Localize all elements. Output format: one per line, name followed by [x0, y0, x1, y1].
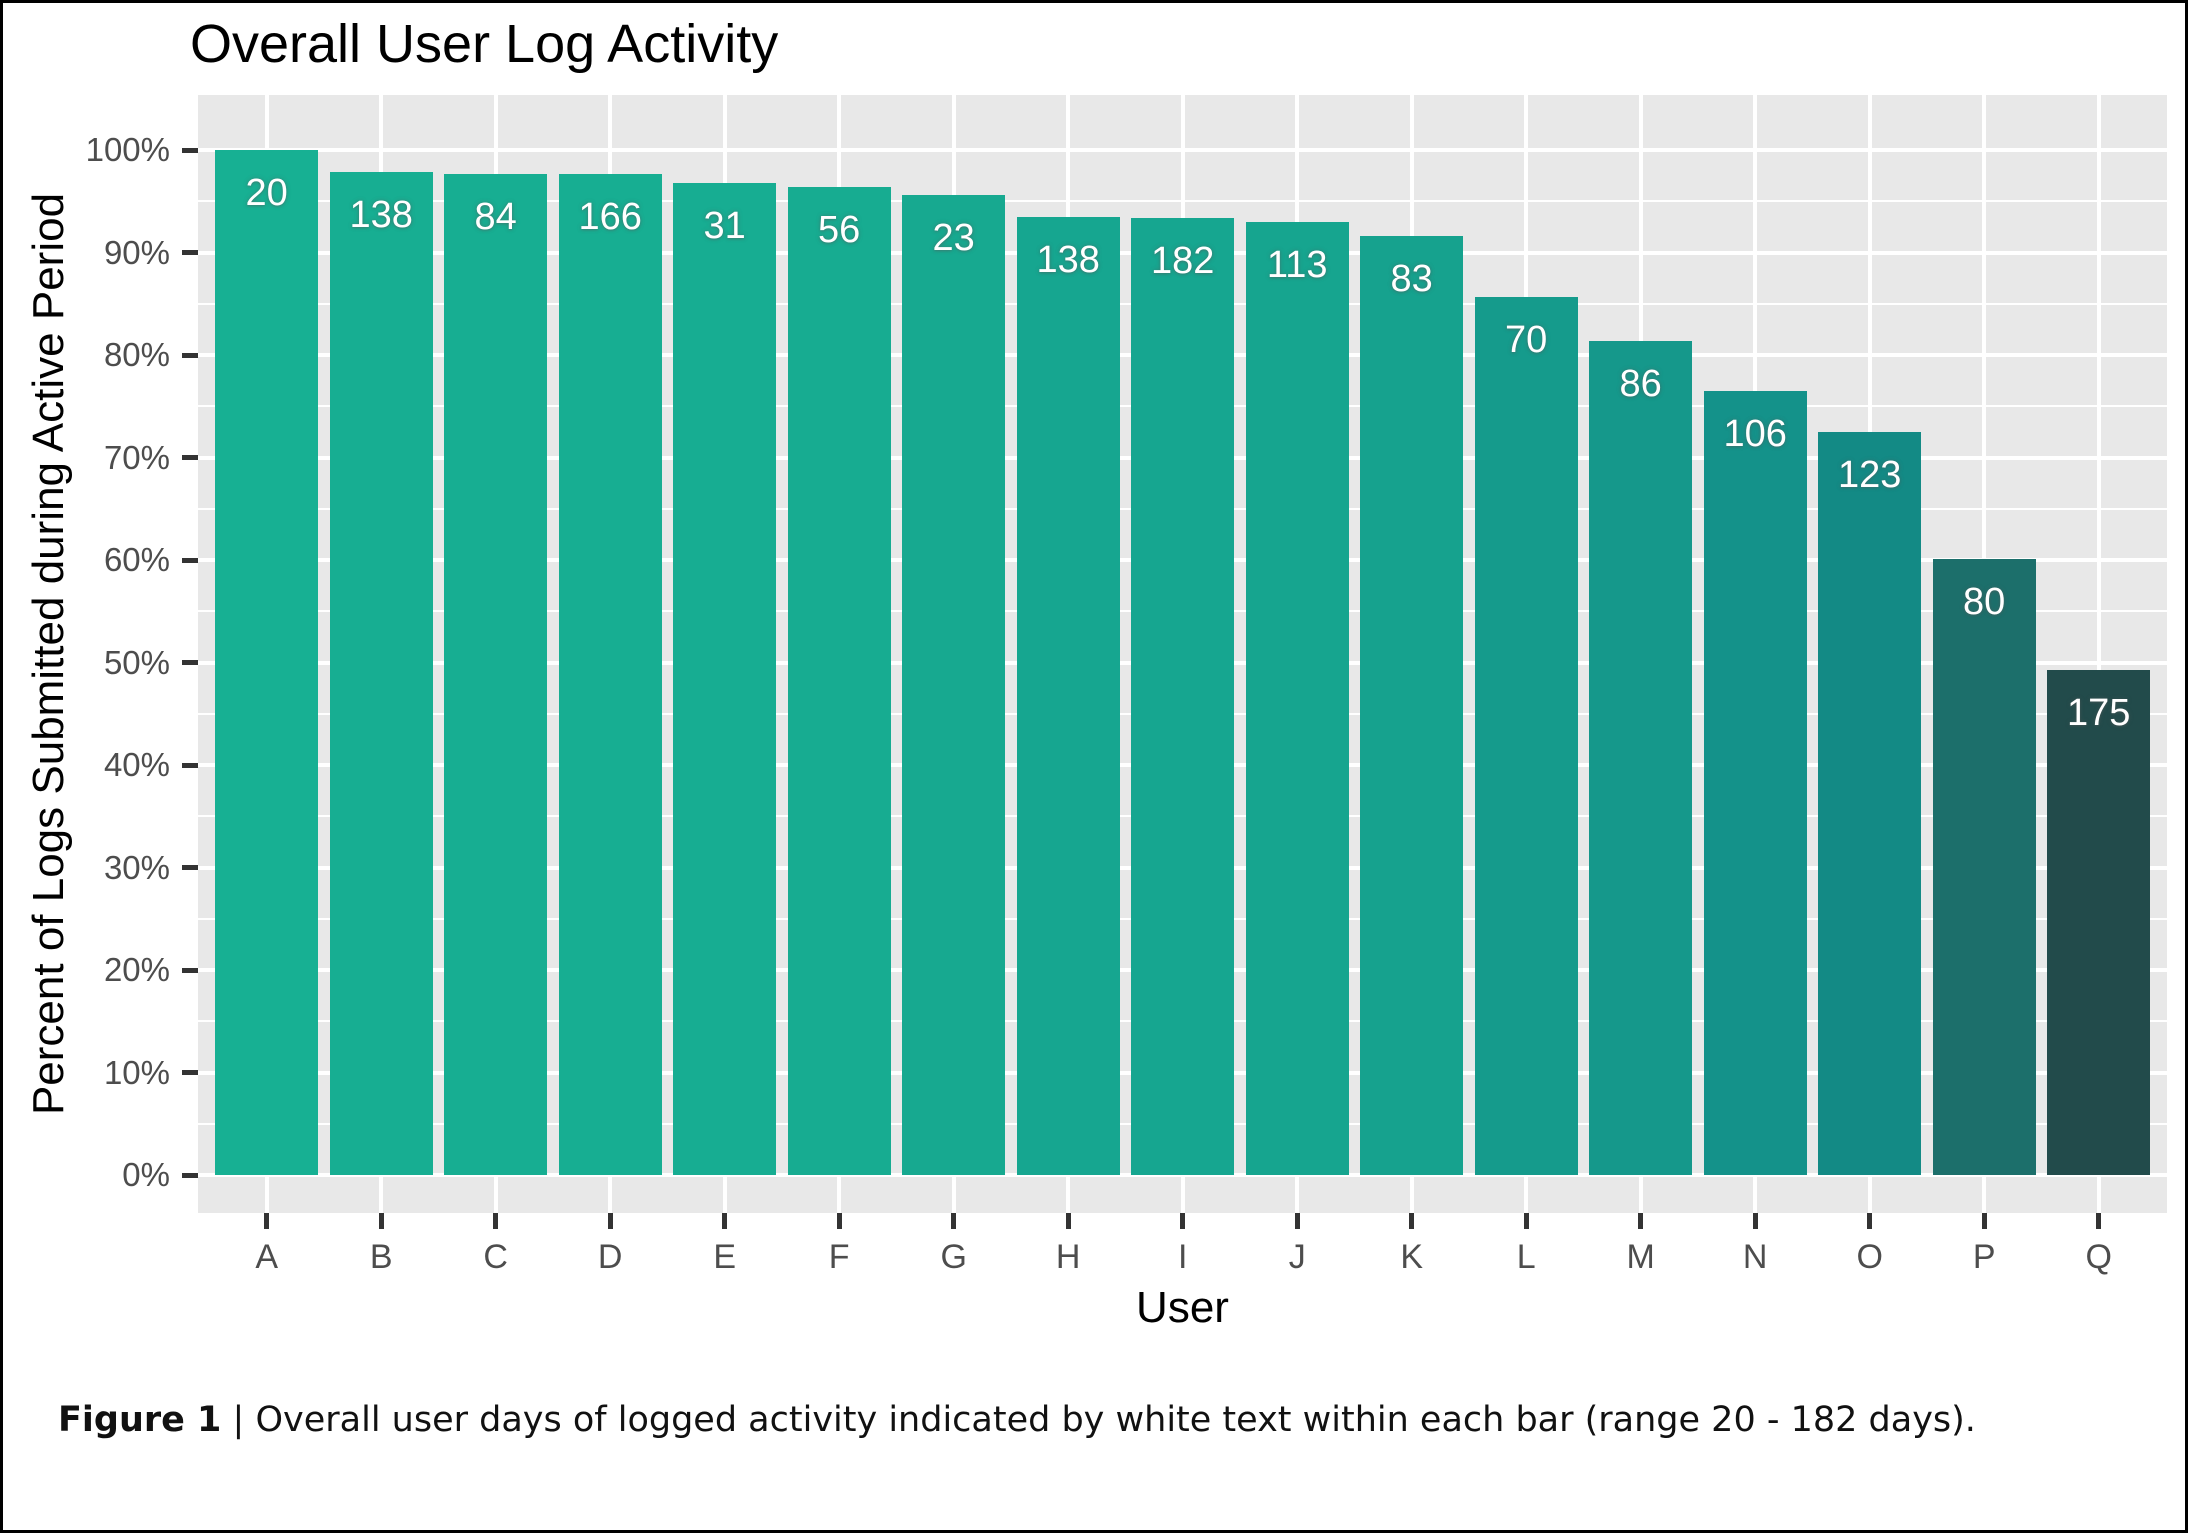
x-tick-label: B — [369, 1238, 393, 1276]
bar-value-label: 23 — [932, 217, 975, 260]
y-tick-mark — [182, 1070, 198, 1075]
bar-M: 86 — [1589, 340, 1693, 1175]
bar-value-label: 175 — [2066, 691, 2131, 734]
x-tick-mark — [951, 1213, 957, 1229]
x-tick-label: E — [713, 1238, 737, 1276]
bar-value-label: 83 — [1390, 258, 1433, 301]
figure-caption-label: Figure 1 — [58, 1400, 222, 1440]
x-tick-label: Q — [2085, 1238, 2112, 1276]
gridline-major-vertical — [2096, 95, 2101, 1213]
x-tick-mark — [2096, 1213, 2102, 1229]
bar-Q: 175 — [2047, 669, 2151, 1175]
bar-A: 20 — [215, 150, 319, 1175]
bar-value-label: 70 — [1505, 318, 1548, 361]
y-tick-label: 50% — [103, 643, 170, 681]
x-tick-mark — [1981, 1213, 1987, 1229]
x-tick-mark — [1752, 1213, 1758, 1229]
y-tick-label: 40% — [103, 746, 170, 783]
x-tick-mark — [1638, 1213, 1644, 1229]
x-tick-mark — [1180, 1213, 1186, 1229]
x-tick-label: G — [940, 1238, 967, 1276]
bar-value-label: 138 — [349, 193, 413, 236]
x-tick-mark — [1409, 1213, 1415, 1229]
bar-value-label: 20 — [245, 172, 288, 214]
y-tick-label: 0% — [122, 1156, 170, 1193]
x-tick-mark — [607, 1213, 613, 1229]
bar-value-label: 182 — [1150, 239, 1215, 282]
y-tick-label: 100% — [85, 131, 170, 168]
x-tick-label: J — [1288, 1238, 1306, 1276]
y-tick-mark — [182, 865, 198, 870]
x-tick-label: N — [1742, 1238, 1768, 1276]
bar-D: 166 — [558, 173, 662, 1175]
x-tick-label: F — [828, 1238, 850, 1276]
bar-E: 31 — [673, 182, 777, 1175]
figure-caption: Figure 1 | Overall user days of logged a… — [58, 1399, 2138, 1443]
x-tick-label: L — [1516, 1238, 1536, 1276]
x-tick-label: H — [1055, 1238, 1081, 1276]
bar-B: 138 — [329, 171, 433, 1175]
bar-C: 84 — [444, 173, 548, 1175]
bar-K: 83 — [1360, 236, 1464, 1175]
bar-value-label: 56 — [818, 208, 861, 251]
bar-I: 182 — [1131, 217, 1235, 1175]
bar-value-label: 106 — [1723, 412, 1787, 455]
chart-title: Overall User Log Activity — [190, 14, 779, 74]
bar-J: 113 — [1245, 221, 1349, 1175]
bar-L: 70 — [1474, 296, 1578, 1175]
bar-H: 138 — [1016, 216, 1120, 1175]
x-tick-label: A — [255, 1238, 279, 1276]
plot-panel: 20 138 84 166 31 56 23 138 182 113 83 70 86 106 123 80 1… — [198, 95, 2167, 1213]
y-tick-mark — [182, 1172, 198, 1178]
y-tick-mark — [182, 147, 198, 153]
y-tick-mark — [182, 455, 198, 460]
bar-value-label: 80 — [1963, 580, 2006, 623]
bar-value-label: 84 — [474, 195, 517, 238]
x-tick-mark — [1523, 1213, 1529, 1229]
y-tick-label: 70% — [103, 438, 170, 476]
y-tick-label: 60% — [103, 541, 170, 578]
x-tick-mark — [722, 1213, 728, 1229]
y-tick-mark — [182, 967, 198, 973]
bar-value-label: 123 — [1837, 453, 1902, 496]
x-tick-label: P — [1972, 1238, 1996, 1276]
x-axis-title: User — [1136, 1283, 1229, 1332]
y-tick-mark — [182, 250, 198, 255]
bar-F: 56 — [787, 186, 891, 1175]
bar-value-label: 138 — [1036, 238, 1100, 281]
x-tick-mark — [1294, 1213, 1300, 1229]
x-tick-label: D — [597, 1238, 623, 1276]
y-tick-label: 80% — [103, 336, 170, 373]
y-tick-label: 90% — [103, 233, 170, 271]
x-tick-label: I — [1177, 1238, 1188, 1276]
y-tick-label: 20% — [103, 951, 170, 988]
x-tick-mark — [836, 1213, 842, 1229]
bar-G: 23 — [902, 195, 1006, 1175]
y-tick-mark — [182, 660, 198, 665]
figure-caption-text: | Overall user days of logged activity i… — [221, 1400, 1976, 1440]
bar-value-label: 113 — [1266, 243, 1328, 286]
x-tick-label: K — [1400, 1238, 1424, 1276]
bar-value-label: 31 — [703, 204, 746, 247]
bar-O: 123 — [1818, 431, 1922, 1175]
bar-N: 106 — [1703, 390, 1807, 1175]
x-tick-mark — [1867, 1213, 1873, 1229]
x-tick-label: C — [483, 1238, 508, 1276]
x-tick-label: M — [1626, 1238, 1655, 1276]
x-tick-mark — [378, 1213, 384, 1229]
y-tick-mark — [182, 352, 198, 358]
x-tick-mark — [264, 1213, 270, 1229]
bar-P: 80 — [1932, 558, 2036, 1175]
y-tick-label: 30% — [103, 848, 170, 886]
y-tick-mark — [182, 557, 198, 563]
bar-value-label: 86 — [1619, 362, 1662, 405]
x-tick-mark — [1065, 1213, 1071, 1229]
bar-value-label: 166 — [578, 195, 642, 238]
y-tick-label: 10% — [103, 1053, 170, 1091]
x-tick-label: O — [1856, 1238, 1883, 1276]
x-tick-mark — [493, 1213, 499, 1229]
y-tick-mark — [182, 762, 198, 768]
